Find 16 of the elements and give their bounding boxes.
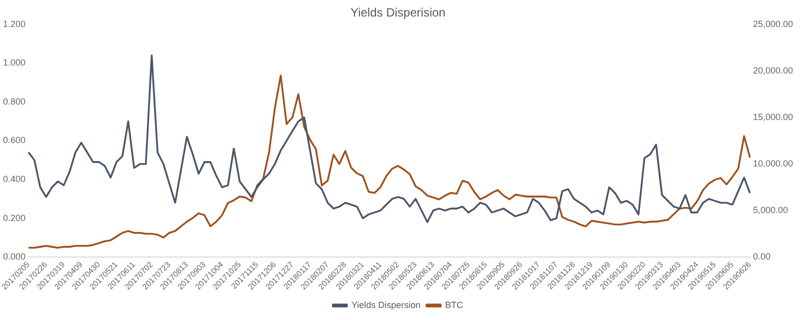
y-tick-label: 1.000: [2, 58, 26, 68]
y2-tick-label: 5,000.00: [752, 205, 788, 215]
y-tick-label: 0.600: [2, 135, 26, 146]
y-tick-label: 1.200: [2, 18, 26, 29]
y2-tick-label: 20,000.00: [752, 65, 794, 76]
y2-tick-label: 10,000.00: [752, 158, 794, 168]
y2-tick-label: 0.00: [752, 252, 770, 262]
y2-tick-label: 25,000.00: [752, 18, 794, 29]
y-tick-label: 0.400: [2, 174, 26, 184]
y-tick-label: 0.000: [2, 252, 26, 262]
legend-label: Yields Dispersion: [351, 300, 421, 310]
y2-tick-label: 15,000.00: [752, 112, 794, 122]
y-tick-label: 0.800: [2, 96, 26, 106]
chart-title: Yields Disperision: [350, 6, 446, 20]
legend-label: BTC: [445, 300, 464, 310]
y-tick-label: 0.200: [2, 212, 26, 223]
